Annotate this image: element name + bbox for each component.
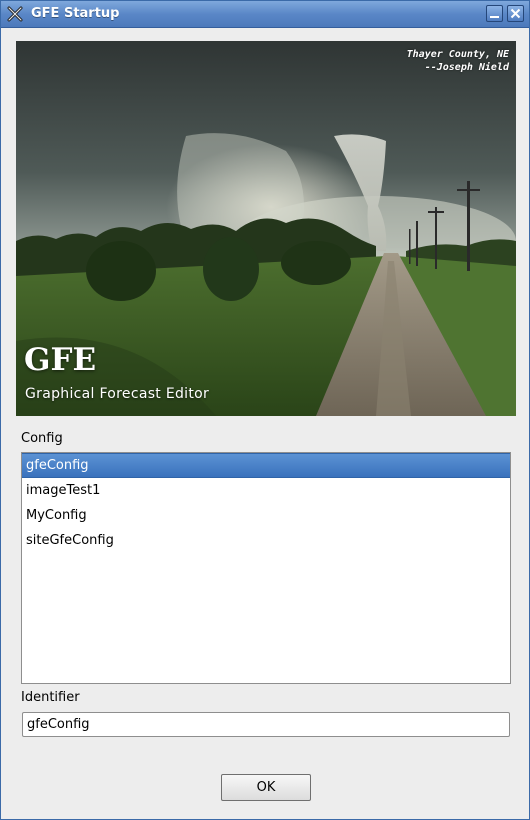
config-label: Config <box>21 431 63 446</box>
config-list-item[interactable]: MyConfig <box>26 508 87 523</box>
config-list-item[interactable]: imageTest1 <box>26 483 101 498</box>
close-button[interactable] <box>507 5 524 22</box>
minimize-button[interactable] <box>486 5 503 22</box>
identifier-input[interactable] <box>22 712 510 737</box>
window-title: GFE Startup <box>31 6 120 21</box>
splash-subtitle: Graphical Forecast Editor <box>25 386 210 402</box>
title-bar[interactable]: GFE Startup <box>1 1 529 28</box>
config-list-item[interactable]: siteGfeConfig <box>26 533 114 548</box>
splash-title: GFE <box>24 342 97 378</box>
photo-credit: Thayer County, NE --Joseph Nield <box>407 48 509 74</box>
photo-credit-location: Thayer County, NE <box>406 49 509 60</box>
ok-button[interactable]: OK <box>221 774 311 801</box>
config-list[interactable]: gfeConfig imageTest1 MyConfig siteGfeCon… <box>21 452 511 684</box>
x-logo-icon <box>7 6 23 22</box>
close-icon <box>510 8 521 19</box>
tornado-landscape-photo <box>16 41 516 416</box>
identifier-label: Identifier <box>21 690 80 705</box>
photo-credit-author: --Joseph Nield <box>424 62 509 73</box>
config-list-item-selected[interactable]: gfeConfig <box>22 453 510 478</box>
minimize-icon <box>490 16 499 18</box>
splash-image: Thayer County, NE --Joseph Nield GFE Gra… <box>16 41 516 416</box>
